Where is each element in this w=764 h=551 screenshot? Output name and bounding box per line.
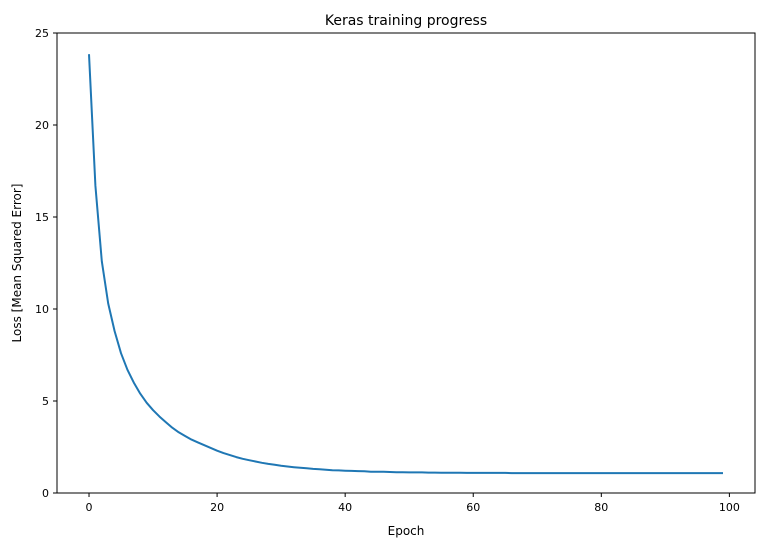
x-tick-label: 0 [86,501,93,514]
x-tick-label: 80 [594,501,608,514]
y-tick-label: 10 [35,303,49,316]
chart-title: Keras training progress [325,13,487,29]
x-tick-label: 20 [210,501,224,514]
y-tick-label: 25 [35,27,49,40]
series-line [88,54,723,475]
x-tick-label: 40 [338,501,352,514]
x-axis-label: Epoch [388,524,425,538]
y-axis-label: Loss [Mean Squared Error] [10,184,24,343]
y-tick-label: 20 [35,119,49,132]
x-tick-label: 100 [719,501,740,514]
x-tick-label: 60 [466,501,480,514]
y-tick-label: 0 [42,487,49,500]
y-tick-label: 15 [35,211,49,224]
plot-frame [56,32,756,494]
y-tick-label: 5 [42,395,49,408]
